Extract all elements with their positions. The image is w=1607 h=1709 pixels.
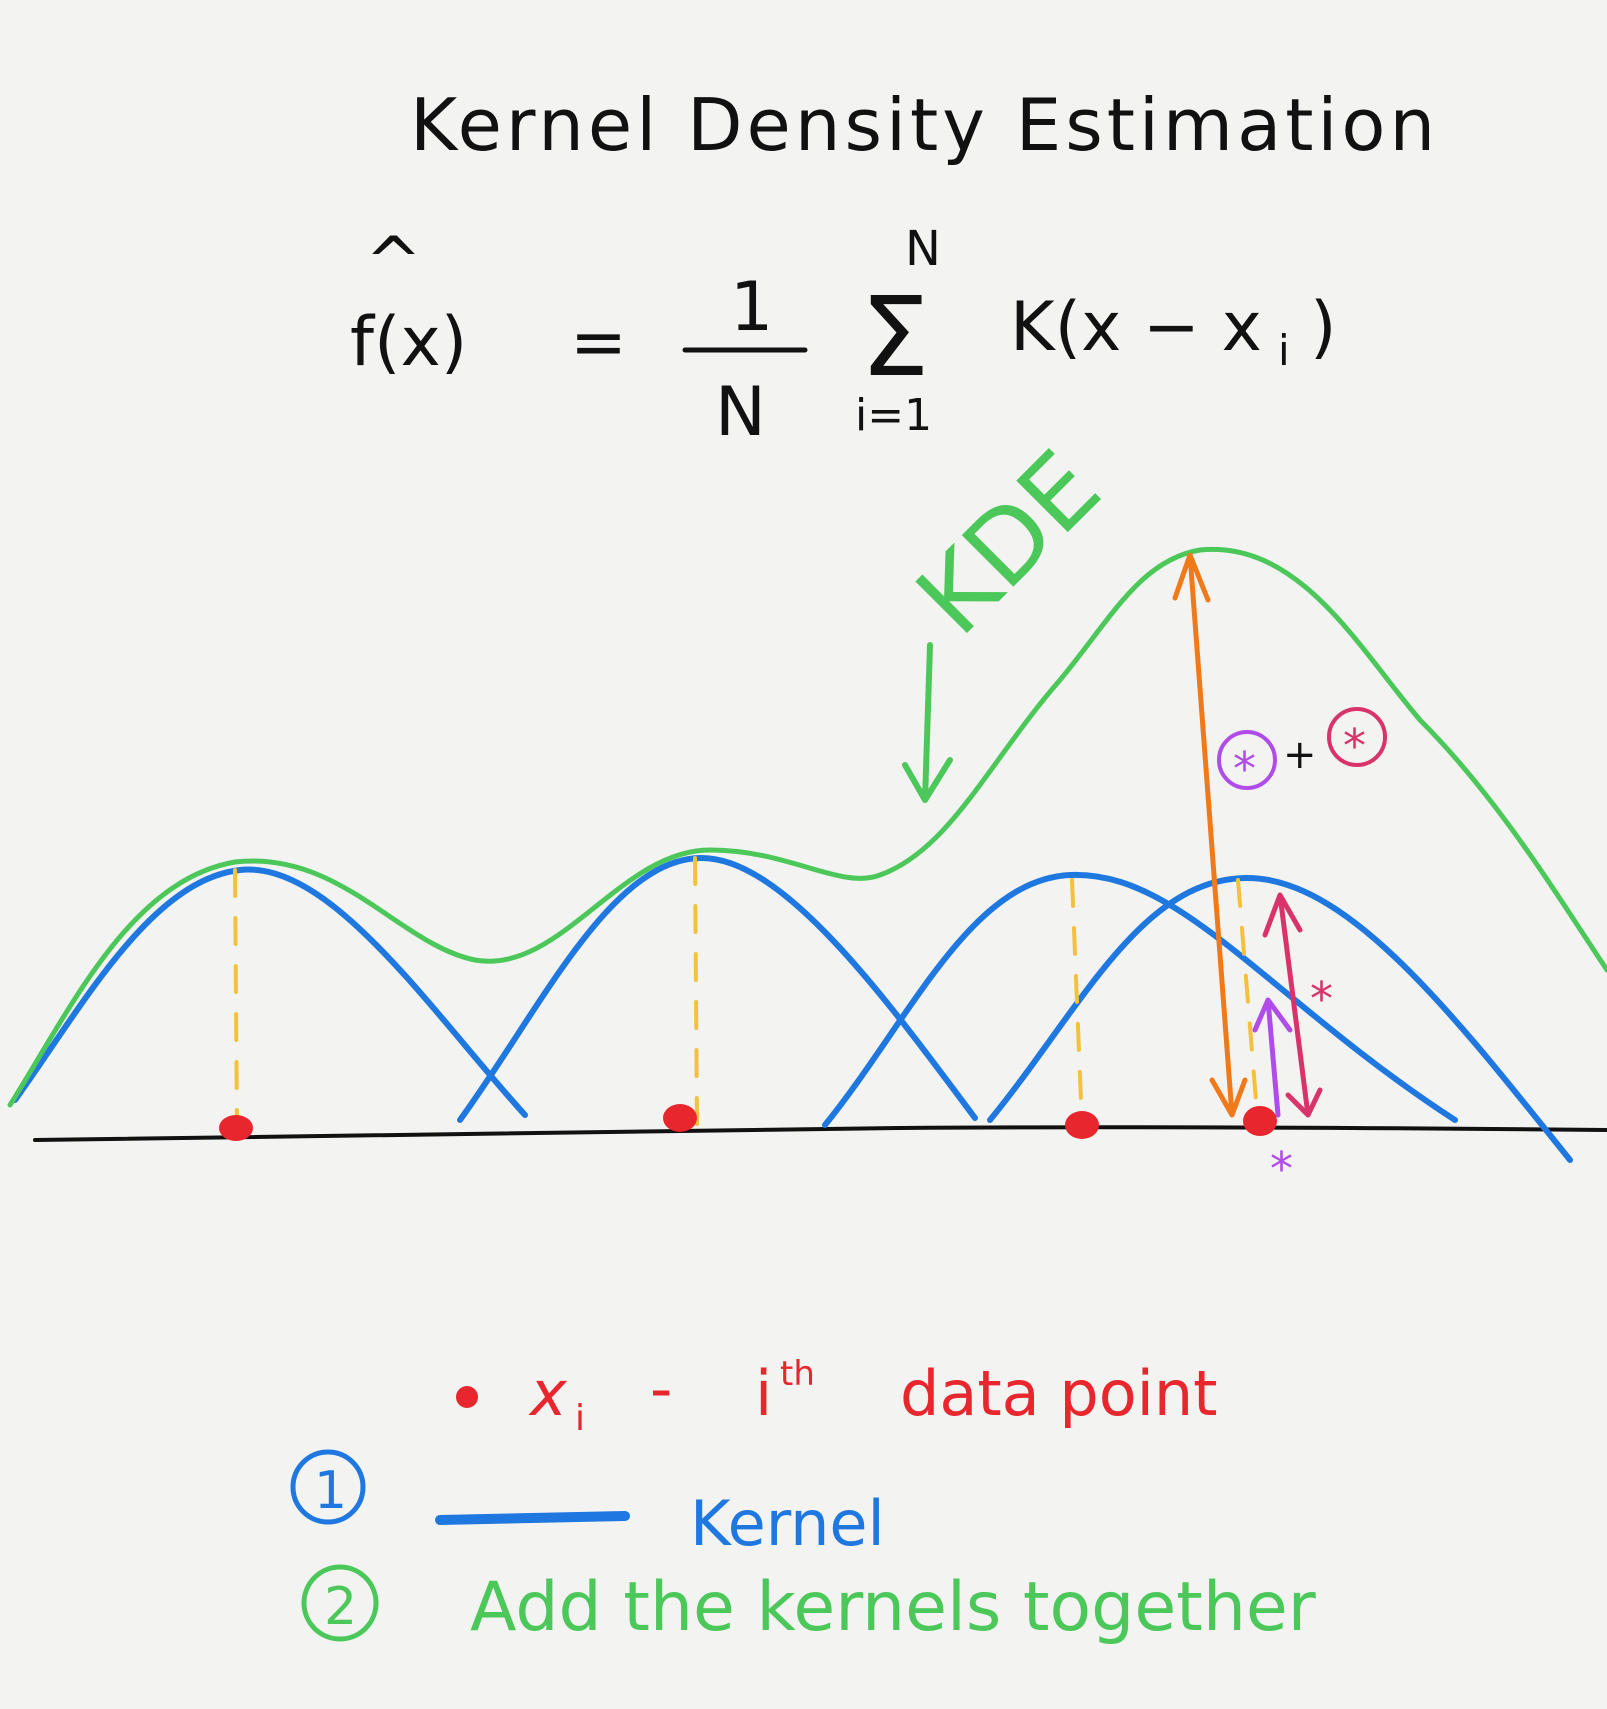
legend-xi-subscript: i xyxy=(575,1398,585,1439)
kernel-curve-4 xyxy=(987,874,1573,1163)
formula-sum-upper: N xyxy=(905,221,941,277)
circled-star-b xyxy=(1327,707,1387,767)
formula-term: K(x − x xyxy=(1010,288,1262,367)
page-title: Kernel Density Estimation xyxy=(410,83,1439,167)
legend-data-point-text: data point xyxy=(900,1357,1217,1430)
height-arrows: * * xyxy=(1172,552,1333,1196)
circled-star-a xyxy=(1217,730,1277,790)
kernel-height-arrow-a xyxy=(1252,997,1293,1118)
legend-dash: - xyxy=(650,1352,672,1425)
data-points xyxy=(219,1104,1277,1141)
kernel-curve-1 xyxy=(12,866,528,1118)
guide-line-4 xyxy=(1236,878,1260,1127)
kde-formula: ^ f(x) = 1 N N Σ i=1 K(x − x i ) xyxy=(350,221,1337,452)
data-point xyxy=(663,1104,697,1132)
kernel-curves xyxy=(12,854,1573,1163)
data-point-guides xyxy=(233,856,1260,1132)
guide-line-2 xyxy=(693,856,699,1127)
data-point xyxy=(1243,1106,1277,1136)
kde-label: KDE xyxy=(894,429,1122,657)
kde-curve xyxy=(7,546,1607,1108)
legend-xi: x xyxy=(528,1357,568,1430)
formula-denominator: N xyxy=(715,373,766,452)
kernel-curve-2 xyxy=(457,854,978,1123)
kernel-height-star-a: * xyxy=(1270,1142,1293,1196)
legend-kernel-line xyxy=(435,1511,630,1525)
legend-i: i xyxy=(755,1357,772,1430)
guide-line-1 xyxy=(233,868,239,1132)
legend-data-point-symbol xyxy=(456,1386,478,1408)
circled-star-a-symbol: * xyxy=(1233,742,1256,796)
guide-line-3 xyxy=(1070,878,1084,1127)
formula-sigma: Σ xyxy=(860,273,930,401)
legend-kernel-label: Kernel xyxy=(690,1487,885,1560)
legend-superscript: th xyxy=(780,1354,815,1394)
formula-close: ) xyxy=(1310,288,1337,367)
sum-annotation: * + * xyxy=(1217,707,1387,796)
circled-star-b-symbol: * xyxy=(1343,719,1366,773)
step-1-circle xyxy=(290,1449,366,1525)
formula-sum-lower: i=1 xyxy=(855,390,932,441)
formula-lhs: f(x) xyxy=(350,303,467,382)
kernel-height-arrow-b xyxy=(1262,892,1323,1118)
formula-hat: ^ xyxy=(365,223,422,302)
kernel-height-star-b: * xyxy=(1310,972,1333,1026)
x-axis xyxy=(33,1125,1607,1142)
data-point xyxy=(219,1115,253,1141)
formula-numerator: 1 xyxy=(730,268,773,347)
step-2-circle xyxy=(301,1564,379,1642)
formula-equals: = xyxy=(570,303,627,382)
step-2-text: Add the kernels together xyxy=(470,1568,1316,1647)
kernel-curve-3 xyxy=(822,871,1458,1128)
step-2-number: 2 xyxy=(324,1577,357,1637)
formula-subscript: i xyxy=(1278,326,1290,375)
plus-sign: + xyxy=(1283,732,1317,778)
kde-pointer-arrow xyxy=(902,642,953,803)
kde-height-arrow xyxy=(1172,552,1248,1118)
legend: x i - i th data point 1 Kernel 2 Add the… xyxy=(290,1352,1316,1647)
data-point xyxy=(1065,1111,1099,1139)
step-1-number: 1 xyxy=(314,1461,347,1521)
